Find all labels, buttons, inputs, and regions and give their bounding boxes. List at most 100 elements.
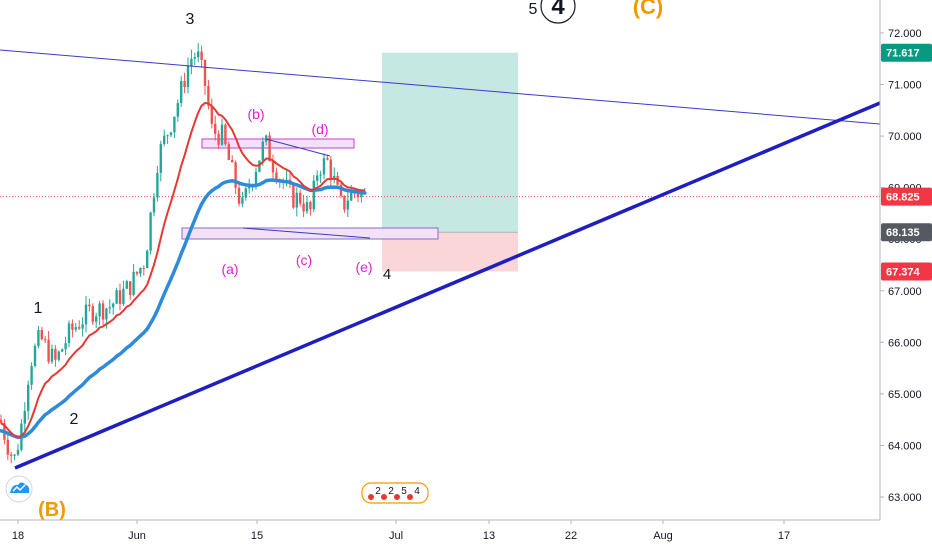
price-tag [881, 187, 932, 206]
candle-body [40, 330, 43, 340]
resistance-rect [201, 138, 355, 149]
profit-zone [382, 52, 518, 233]
price-tag-label: 68.135 [886, 227, 920, 239]
candle-body [101, 303, 105, 320]
candle-body [33, 346, 37, 367]
candle-body [71, 323, 74, 330]
candle-body [6, 439, 9, 455]
x-tick-label: 13 [483, 530, 495, 542]
candle-body [217, 133, 220, 145]
y-tick-label: 70.000 [888, 131, 922, 143]
y-tick-label: 64.000 [888, 440, 922, 452]
y-tick-label: 63.000 [888, 492, 922, 504]
event-marker: 5 [401, 486, 407, 497]
candle-body [88, 304, 91, 307]
x-tick-label: Jul [389, 530, 403, 542]
candle-body [295, 192, 298, 208]
zones [0, 52, 880, 272]
price-tag-label: 71.617 [886, 48, 920, 60]
candle-body [50, 348, 54, 362]
candle-body [312, 180, 315, 210]
candle-body [173, 116, 176, 133]
triangle-bottom-line [242, 227, 371, 239]
candle-body [333, 175, 336, 180]
candle-body [98, 303, 101, 317]
candle-body [244, 188, 247, 198]
price-tag-label: 68.825 [886, 192, 920, 204]
x-tick-label: 17 [778, 530, 790, 542]
wave-label: 4 [383, 266, 391, 283]
candle-body [350, 190, 353, 201]
price-tag-label: 67.374 [886, 266, 921, 278]
event-dot [368, 494, 374, 500]
wave-label: 4 [551, 0, 565, 20]
x-tick-label: 18 [12, 530, 24, 542]
event-marker: 2 [388, 486, 394, 497]
candle-body [275, 172, 278, 182]
candle-body [190, 58, 193, 66]
candle-body [44, 339, 47, 341]
candle-body [237, 187, 241, 204]
candle-body [343, 195, 346, 210]
candle-body [108, 307, 111, 309]
candle-body [74, 327, 77, 330]
wave-label: (C) [633, 0, 664, 19]
y-tick-label: 67.000 [888, 286, 922, 298]
candle-body [163, 135, 166, 144]
price-tag [881, 223, 932, 242]
wave-circle [540, 0, 576, 24]
event-dot [381, 494, 387, 500]
candle-body [254, 171, 258, 185]
candle-body [299, 192, 302, 204]
candle-body [118, 290, 122, 304]
event-dot [394, 494, 400, 500]
candle-body [271, 161, 275, 173]
candle-body [346, 200, 349, 210]
candle-body [115, 290, 118, 304]
wave-label: 1 [34, 300, 43, 317]
candle-body [309, 202, 312, 210]
candle-body [210, 105, 213, 124]
candle-body [0, 419, 3, 424]
candle-body [261, 141, 264, 161]
y-tick-label: 71.000 [888, 80, 922, 92]
candle-body [95, 316, 98, 322]
wave-label: (B) [38, 499, 66, 521]
candle-body [292, 184, 295, 208]
candle-body [122, 288, 125, 304]
candle-body [67, 323, 71, 344]
candle-body [224, 124, 227, 145]
candle-body [13, 454, 16, 456]
candle-body [61, 349, 64, 352]
candle-body [227, 144, 230, 160]
wave-label: (e) [355, 259, 372, 275]
candle-body [166, 135, 169, 137]
wave-label: (b) [247, 106, 264, 122]
candle-body [105, 308, 108, 320]
candle-body [37, 330, 40, 347]
wave-label: (d) [311, 121, 328, 137]
candle-body [268, 135, 271, 162]
candle-body [234, 162, 237, 188]
candle-body [78, 327, 81, 329]
candle-body [84, 304, 88, 325]
triangle-top-line [265, 138, 331, 157]
upper-trendline [0, 49, 881, 125]
x-tick-label: Jun [128, 530, 146, 542]
candle-body [129, 281, 132, 295]
candle-body [54, 348, 57, 360]
candle-body [125, 281, 128, 289]
candle-body [146, 250, 149, 269]
wave-label: 3 [186, 11, 195, 28]
candle-body [169, 132, 173, 136]
candle-body [10, 454, 13, 456]
candle-body [176, 103, 179, 117]
candle-body [16, 449, 20, 455]
candle-body [339, 184, 343, 196]
candle-body [159, 143, 162, 173]
event-marker: 4 [414, 486, 420, 497]
candle-body [27, 384, 30, 411]
